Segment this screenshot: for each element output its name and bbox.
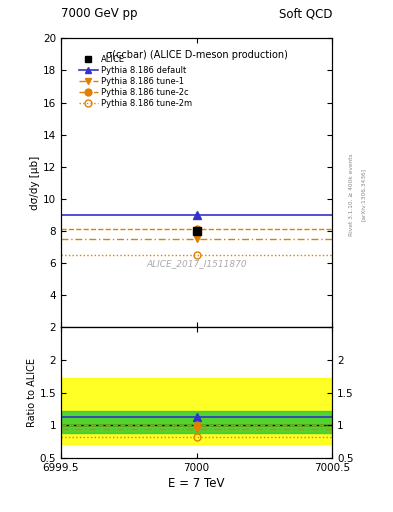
- Text: Rivet 3.1.10, ≥ 400k events: Rivet 3.1.10, ≥ 400k events: [349, 153, 354, 236]
- Bar: [61, 378, 332, 444]
- Y-axis label: Ratio to ALICE: Ratio to ALICE: [27, 358, 37, 427]
- Legend: ALICE, Pythia 8.186 default, Pythia 8.186 tune-1, Pythia 8.186 tune-2c, Pythia 8: ALICE, Pythia 8.186 default, Pythia 8.18…: [76, 51, 195, 111]
- Text: σ(ccbar) (ALICE D-meson production): σ(ccbar) (ALICE D-meson production): [106, 50, 287, 60]
- Bar: [61, 411, 332, 433]
- Text: [arXiv:1306.3436]: [arXiv:1306.3436]: [361, 168, 366, 221]
- Text: Soft QCD: Soft QCD: [279, 8, 332, 20]
- X-axis label: E = 7 TeV: E = 7 TeV: [168, 477, 225, 490]
- Text: 7000 GeV pp: 7000 GeV pp: [61, 8, 138, 20]
- Text: ALICE_2017_I1511870: ALICE_2017_I1511870: [146, 259, 247, 268]
- Y-axis label: dσ/dy [μb]: dσ/dy [μb]: [30, 156, 40, 210]
